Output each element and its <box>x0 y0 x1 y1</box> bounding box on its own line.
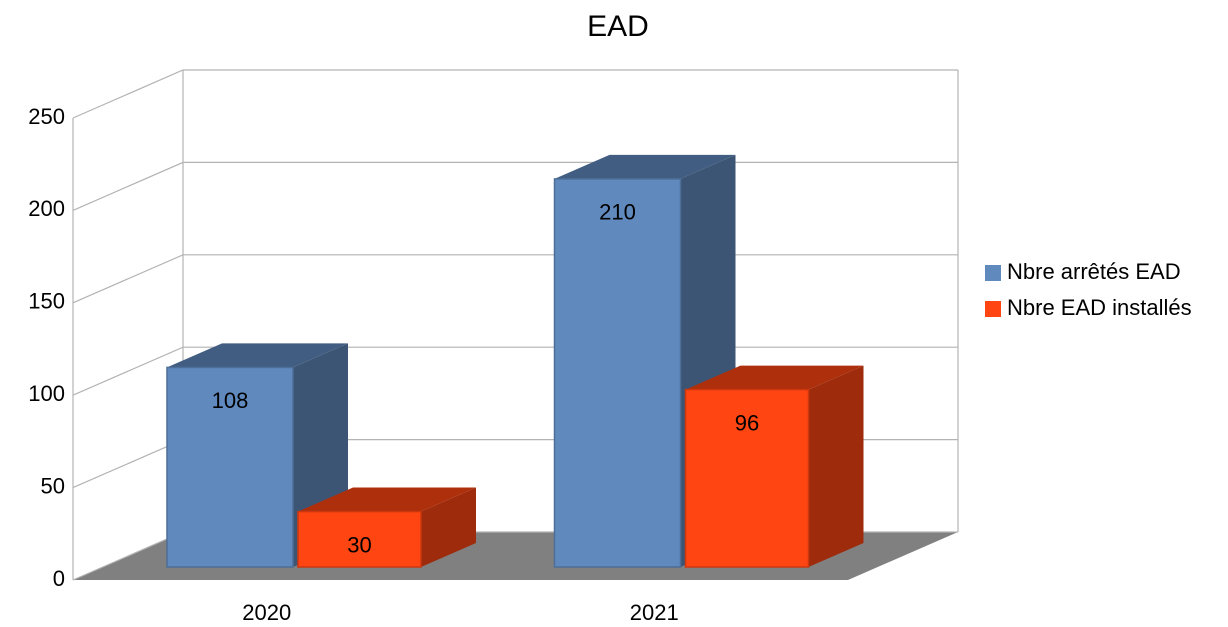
bar-side <box>808 365 864 567</box>
bar-top <box>685 365 864 390</box>
legend-label: Nbre arrêtés EAD <box>1007 259 1181 284</box>
bar-side <box>421 487 476 567</box>
grid-line <box>72 254 958 304</box>
bar-front <box>684 388 810 568</box>
data-label: 210 <box>599 200 636 225</box>
legend-swatch <box>985 301 1001 317</box>
x-tick-label: 2021 <box>630 600 679 625</box>
bar <box>297 487 476 568</box>
data-label: 30 <box>347 532 371 557</box>
bar-top <box>298 487 476 512</box>
bar-top <box>167 343 348 368</box>
y-tick-label: 50 <box>41 473 65 498</box>
bar <box>684 365 864 568</box>
y-tick-label: 150 <box>28 289 65 314</box>
y-tick-label: 200 <box>28 196 65 221</box>
y-tick-label: 100 <box>28 381 65 406</box>
data-label: 108 <box>212 388 249 413</box>
y-tick-label: 0 <box>53 566 65 591</box>
legend-label: Nbre EAD installés <box>1007 295 1192 320</box>
grid-line <box>72 69 958 119</box>
bar-front <box>297 510 422 568</box>
y-tick-label: 250 <box>28 104 65 129</box>
legend-swatch <box>985 265 1001 281</box>
chart-title: EAD <box>587 10 649 43</box>
bar-front <box>166 366 294 568</box>
data-label: 96 <box>735 410 759 435</box>
bar <box>166 343 348 568</box>
x-tick-label: 2020 <box>242 600 291 625</box>
bar-front <box>553 178 682 568</box>
grid-line <box>72 161 958 211</box>
bar-top <box>554 154 736 179</box>
